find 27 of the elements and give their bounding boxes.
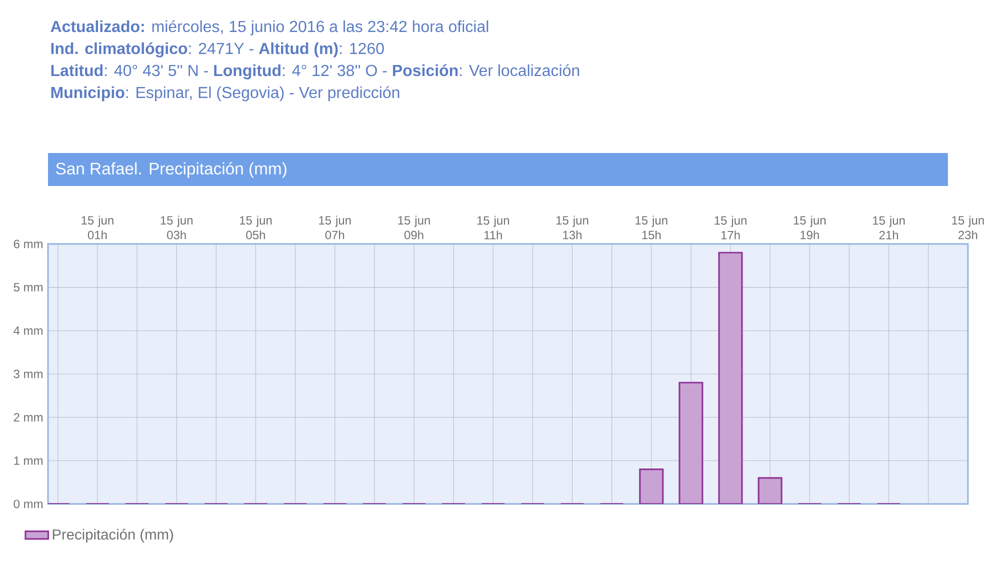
x-tick-label: 15 jun 21h xyxy=(873,216,905,240)
bar xyxy=(718,252,743,504)
y-tick-label: 4 mm xyxy=(14,326,42,335)
y-tick-label: 0 mm xyxy=(14,500,42,508)
text: Ind. climatológico: 2471Y - Altitud (m): 1260 xyxy=(51,42,384,58)
x-tick-label: 15 jun 13h xyxy=(556,216,588,240)
x-tick-label: 15 jun 11h xyxy=(477,216,510,240)
y-tick-label: 5 mm xyxy=(14,283,42,292)
x-tick-label: 15 jun 23h xyxy=(952,216,984,240)
bar xyxy=(678,382,704,504)
y-tick-label: 2 mm xyxy=(14,413,42,422)
x-tick-label: 15 jun 01h xyxy=(82,216,114,240)
y-tick-label: 3 mm xyxy=(14,370,42,378)
text: Actualizado: miércoles, 15 junio 2016 a las 23:42 hora oficial xyxy=(50,20,488,36)
text: Municipio: Espinar, El (Segovia) - Ver predicción xyxy=(51,86,400,102)
y-tick-label: 1 mm xyxy=(14,456,42,465)
legend-label: Precipitación (mm) xyxy=(52,528,173,543)
text: Latitud: 40° 43' 5'' N - Longitud: 4° 12' 38'' O - Posición: Ver localización xyxy=(51,64,580,80)
x-tick-label: 15 jun 05h xyxy=(240,216,272,240)
x-tick-label: 15 jun 03h xyxy=(160,216,192,240)
y-tick-label: 6 mm xyxy=(14,240,42,248)
x-tick-label: 15 jun 19h xyxy=(794,216,826,240)
chart-title: San Rafael. Precipitación (mm) xyxy=(56,162,286,178)
x-tick-label: 15 jun 15h xyxy=(636,216,668,240)
x-tick-label: 15 jun 17h xyxy=(714,216,746,240)
x-tick-label: 15 jun 07h xyxy=(319,216,351,240)
x-tick-label: 15 jun 09h xyxy=(398,216,430,240)
